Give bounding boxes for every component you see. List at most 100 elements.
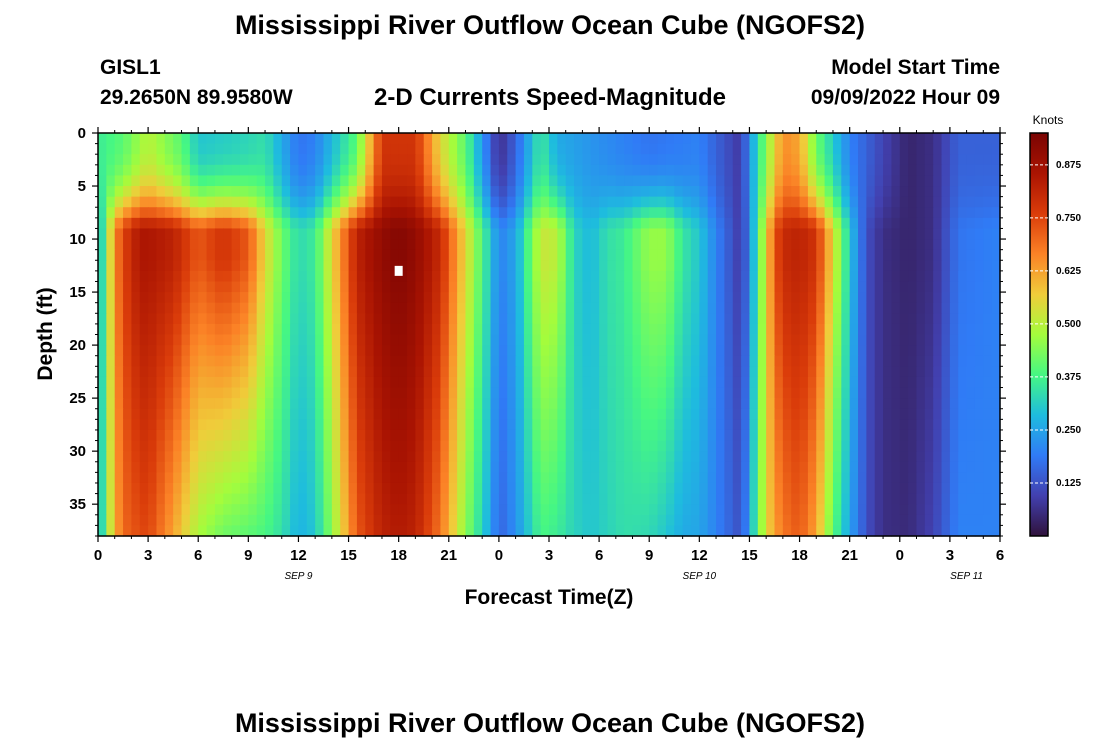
heatmap-cell [974,334,984,346]
heatmap-cell [181,429,191,442]
heatmap-cell [599,440,609,452]
heatmap-cell [315,323,325,336]
heatmap-cell [757,440,767,452]
heatmap-cell [665,281,675,293]
heatmap-cell [214,323,224,336]
heatmap-cell [507,175,517,187]
heatmap-cell [724,398,734,410]
heatmap-cell [348,366,358,378]
heatmap-cell [657,472,667,484]
heatmap-cell [131,207,141,219]
heatmap-cell [824,440,834,452]
heatmap-cell [515,217,525,230]
heatmap-cell [774,302,784,314]
heatmap-cell [958,196,968,208]
heatmap-cell [181,313,191,325]
heatmap-cell [381,143,391,155]
heatmap-cell [983,133,993,145]
heatmap-cell [423,217,433,230]
heatmap-cell [206,186,216,198]
heatmap-cell [532,217,542,230]
heatmap-cell [373,355,383,367]
heatmap-cell [206,313,216,325]
heatmap-cell [640,472,650,484]
heatmap-cell [290,249,300,261]
heatmap-cell [331,514,341,526]
heatmap-cell [373,186,383,198]
heatmap-cell [791,133,801,145]
heatmap-cell [640,440,650,452]
heatmap-cell [198,451,208,463]
heatmap-cell [883,451,893,463]
heatmap-cell [582,270,592,283]
heatmap-cell [189,355,199,367]
heatmap-cell [540,186,550,198]
heatmap-cell [181,175,191,187]
heatmap-cell [774,461,784,473]
heatmap-cell [983,143,993,155]
heatmap-cell [791,228,801,240]
heatmap-cell [323,398,333,410]
heatmap-cell [432,281,442,293]
heatmap-cell [323,186,333,198]
heatmap-cell [933,228,943,240]
heatmap-cell [123,249,133,261]
heatmap-cell [632,504,642,516]
heatmap-cell [599,398,609,410]
heatmap-cell [473,461,483,473]
heatmap-cell [816,270,826,283]
heatmap-cell [707,514,717,526]
heatmap-cell [156,472,166,484]
heatmap-cell [281,461,291,473]
heatmap-cell [824,292,834,304]
heatmap-cell [365,323,375,336]
heatmap-cell [523,228,533,240]
heatmap-cell [657,249,667,261]
heatmap-cell [549,260,558,272]
heatmap-cell [824,249,834,261]
heatmap-cell [874,270,884,283]
heatmap-cell [123,493,133,505]
station-id: GISL1 [100,56,161,79]
heatmap-cell [690,366,700,378]
heatmap-cell [574,504,584,516]
heatmap-cell [966,164,976,177]
heatmap-cell [774,482,784,495]
heatmap-cell [298,281,308,293]
heatmap-cell [181,472,191,484]
heatmap-cell [532,429,542,442]
heatmap-cell [716,355,725,367]
heatmap-cell [540,376,550,389]
heatmap-cell [640,429,650,442]
heatmap-cell [640,482,650,495]
heatmap-cell [624,419,634,431]
heatmap-cell [791,292,801,304]
heatmap-cell [181,228,191,240]
heatmap-cell [974,164,984,177]
heatmap-cell [874,514,884,526]
heatmap-cell [874,398,884,410]
heatmap-cell [415,249,425,261]
heatmap-cell [248,451,258,463]
heatmap-cell [356,493,366,505]
heatmap-cell [440,482,450,495]
heatmap-cell [657,302,667,314]
heatmap-cell [298,239,308,251]
heatmap-cell [223,461,233,473]
heatmap-cell [298,302,308,314]
heatmap-cell [599,260,609,272]
heatmap-cell [123,292,133,304]
heatmap-cell [223,207,233,219]
heatmap-cell [707,345,717,357]
heatmap-cell [231,207,241,219]
heatmap-cell [498,175,508,187]
heatmap-cell [849,133,859,145]
heatmap-cell [523,408,533,420]
heatmap-cell [381,334,391,346]
heatmap-cell [582,387,592,399]
heatmap-cell [582,302,592,314]
heatmap-cell [832,175,842,187]
heatmap-cell [239,525,249,537]
heatmap-cell [816,504,826,516]
heatmap-cell [290,175,300,187]
